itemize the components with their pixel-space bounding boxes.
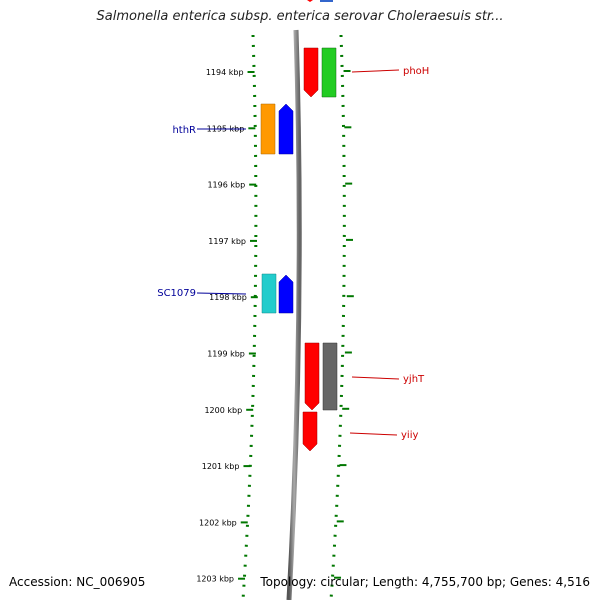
cds-forward-top[interactable]: [320, 0, 333, 2]
cds-reverse-yiiy[interactable]: [302, 411, 318, 452]
gene-label-phoh[interactable]: phoH: [403, 66, 429, 77]
cds-reverse-yjht[interactable]: [304, 342, 320, 411]
cds-forward-hthr[interactable]: [278, 103, 294, 155]
kbp-tick-label: 1197 kbp: [208, 237, 246, 246]
gene-hthr[interactable]: [260, 103, 276, 155]
kbp-tick-label: 1198 kbp: [209, 293, 247, 302]
leader-phoh: [351, 69, 400, 73]
kbp-tick-label: 1200 kbp: [204, 406, 242, 415]
kbp-ticks-right: [334, 70, 354, 579]
cds-forward-sc1079[interactable]: [278, 274, 294, 314]
gene-label-yjht[interactable]: yjhT: [403, 374, 425, 385]
kbp-tick-label: 1194 kbp: [206, 68, 244, 77]
kbp-tick-label: 1203 kbp: [196, 575, 234, 584]
kbp-tick-label: 1202 kbp: [199, 518, 237, 527]
gene-sc1079[interactable]: [261, 273, 277, 314]
cds-reverse-phoh[interactable]: [303, 47, 319, 98]
kbp-tick-label: 1196 kbp: [207, 181, 245, 190]
gene-label-yiiy[interactable]: yiiy: [401, 430, 418, 441]
leader-sc1079: [196, 292, 247, 295]
genome-backbone: [286, 29, 302, 600]
map-title: Salmonella enterica subsp. enterica sero…: [96, 9, 504, 24]
gene-yjht[interactable]: [322, 342, 338, 411]
kbp-tick-label: 1199 kbp: [207, 350, 245, 359]
accession-label: Accession: NC_006905: [9, 575, 146, 589]
forward-track-guide: [241, 34, 258, 600]
kbp-tick-label: 1201 kbp: [202, 462, 240, 471]
gene-phoh[interactable]: [321, 47, 337, 98]
gene-label-hthr[interactable]: hthR: [172, 125, 196, 136]
reverse-track-guide: [329, 34, 346, 600]
topology-label: Topology: circular; Length: 4,755,700 bp…: [260, 575, 590, 589]
leader-yiiy: [349, 432, 398, 436]
gene-label-sc1079[interactable]: SC1079: [157, 288, 196, 299]
cds-reverse-top[interactable]: [307, 0, 313, 2]
leader-yjht: [351, 376, 400, 380]
